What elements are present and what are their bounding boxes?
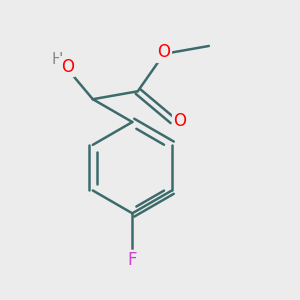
Text: F: F — [128, 251, 137, 269]
Text: O: O — [174, 112, 187, 130]
Text: O: O — [61, 58, 74, 76]
Text: O: O — [158, 44, 170, 62]
Text: H: H — [52, 52, 63, 67]
